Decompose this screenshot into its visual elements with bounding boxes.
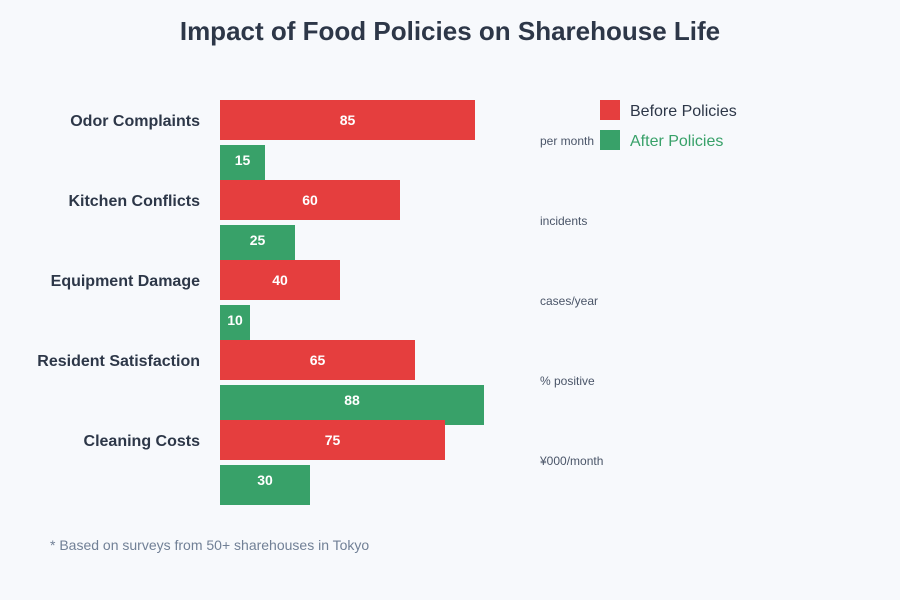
unit-label: ¥000/month [539, 454, 603, 468]
bar-after [220, 305, 250, 345]
bar-after-label: 25 [250, 232, 266, 248]
bar-before-label: 40 [272, 272, 288, 288]
bar-after [220, 465, 310, 505]
bar-before [220, 260, 340, 300]
bar-before-label: 75 [325, 432, 341, 448]
unit-label: per month [540, 134, 594, 148]
category-label: Kitchen Conflicts [68, 193, 200, 210]
legend-swatch-before [600, 100, 620, 120]
unit-label: incidents [540, 214, 587, 228]
bar-before [220, 180, 400, 220]
category-label: Cleaning Costs [84, 433, 201, 450]
bar-before-label: 85 [340, 112, 356, 128]
legend-swatch-after [600, 130, 620, 150]
bar-after [220, 385, 484, 425]
legend: Before Policies After Policies [600, 100, 737, 150]
footnote: * Based on surveys from 50+ sharehouses … [50, 537, 369, 553]
bar-after [220, 145, 265, 185]
category-label: Equipment Damage [51, 273, 200, 290]
bar-after-label: 88 [344, 392, 360, 408]
bar-after [220, 225, 295, 265]
bar-after-label: 15 [235, 152, 251, 168]
category-label: Resident Satisfaction [37, 353, 200, 370]
legend-label-after: After Policies [630, 133, 723, 150]
bar-before [220, 100, 475, 140]
category-label: Odor Complaints [70, 113, 200, 130]
unit-label: cases/year [540, 294, 598, 308]
bar-after-label: 30 [257, 472, 273, 488]
bars-group: Odor Complaints 85 15 per month Kitchen Conf… [37, 100, 603, 505]
legend-label-before: Before Policies [630, 103, 737, 120]
unit-label: % positive [540, 374, 595, 388]
bar-before-label: 65 [310, 352, 326, 368]
bar-after-label: 10 [227, 312, 243, 328]
bar-before-label: 60 [302, 192, 318, 208]
bar-before [220, 420, 445, 460]
chart-title: Impact of Food Policies on Sharehouse Li… [180, 16, 720, 46]
bar-before [220, 340, 415, 380]
